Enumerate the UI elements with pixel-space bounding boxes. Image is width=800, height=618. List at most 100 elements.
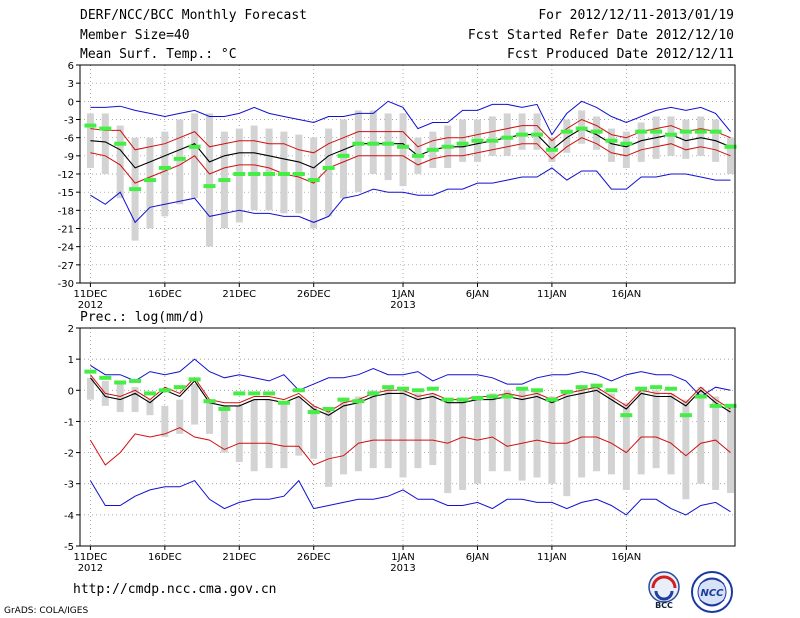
panel1-obs-marker — [605, 138, 618, 143]
panel2-obs-marker — [620, 413, 633, 418]
panel1-obs-marker — [531, 132, 544, 137]
panel2-obs-marker — [456, 397, 469, 402]
panel1-spread-box — [176, 119, 184, 205]
panel1-xtick-label: 16DEC — [148, 289, 182, 300]
panel1-obs-marker — [352, 141, 365, 146]
panel1-year-label: 2012 — [78, 300, 103, 311]
source-url[interactable]: http://cmdp.ncc.cma.gov.cn — [73, 582, 277, 597]
panel2-spread-box — [280, 402, 288, 469]
panel2-xtick-label: 21DEC — [222, 552, 256, 563]
panel2-obs-marker — [277, 400, 290, 405]
bcc-logo: BCC — [648, 571, 680, 610]
panel2-obs-marker — [158, 388, 171, 393]
panel1-spread-box — [533, 113, 541, 150]
panel1-lower-sigma-line — [90, 137, 731, 184]
panel1-ytick-label: -24 — [58, 243, 74, 254]
panel1-obs-marker — [456, 141, 469, 146]
panel1-spread-box — [354, 110, 362, 193]
panel2-mean-line — [89, 377, 731, 416]
panel1-obs-marker — [233, 172, 246, 176]
panel2-spread-box — [727, 405, 735, 494]
panel2-obs-marker — [724, 403, 737, 408]
panel1-obs-marker — [263, 172, 276, 176]
panel2-spread-box — [578, 387, 586, 478]
panel1-ytick-label: -9 — [64, 152, 74, 163]
panel1-spread-box — [607, 128, 615, 162]
panel2-obs-marker — [337, 397, 350, 402]
panel2-spread-box — [488, 393, 496, 472]
panel2-obs-marker — [501, 394, 514, 399]
panel2-spread-box — [206, 399, 214, 434]
panel2-year-label: 2013 — [390, 563, 415, 574]
panel1-obs-marker — [471, 138, 484, 143]
panel1-ytick-label: -30 — [58, 279, 74, 290]
panel1-spread-box — [488, 116, 496, 156]
panel2-obs-marker — [367, 391, 380, 396]
panel2-spread-box — [444, 399, 452, 494]
panel1-obs-marker — [441, 144, 454, 149]
panel1-obs-marker — [486, 138, 499, 143]
panel1-spread-box — [146, 137, 154, 229]
panel2-spread-box — [593, 387, 601, 472]
panel1-spread-box — [339, 119, 347, 199]
panel2-min-line — [89, 479, 731, 516]
panel2-obs-marker — [441, 397, 454, 402]
panel2-spread-box — [667, 393, 675, 475]
panel2-obs-marker — [411, 388, 424, 393]
panel1-obs-marker — [292, 172, 305, 176]
panel1-obs-marker — [635, 129, 648, 134]
panel2-obs-marker — [397, 386, 410, 391]
panel1-ytick-label: 6 — [68, 61, 74, 72]
panel1-obs-marker — [129, 187, 142, 192]
panel2-obs-marker — [635, 386, 648, 391]
panel2-spread-box — [637, 387, 645, 475]
panel1-obs-marker — [426, 147, 439, 152]
panel2-spread-box — [131, 387, 139, 413]
panel2-spread-box — [295, 396, 303, 456]
panel1-obs-marker — [173, 156, 186, 161]
panel1-ytick-label: -21 — [58, 225, 74, 236]
ncc-logo-text: NCC — [700, 588, 724, 599]
panel1-obs-marker — [99, 126, 112, 131]
forecast-period: For 2012/12/11-2013/01/19 — [538, 8, 734, 23]
panel2-spread-box — [265, 399, 273, 469]
panel1-spread-box — [161, 131, 169, 217]
member-size: Member Size=40 — [80, 28, 190, 43]
panel2-spread-box — [652, 390, 660, 469]
panel1-obs-marker — [114, 141, 127, 146]
panel2-xtick-label: 26DEC — [297, 552, 331, 563]
panel2-spread-box — [191, 384, 199, 425]
panel1-obs-marker — [84, 123, 97, 128]
panel2-spread-box — [503, 390, 511, 472]
panel2-obs-marker — [545, 397, 558, 402]
panel2-spread-box — [682, 399, 690, 500]
panel1-obs-marker — [367, 141, 380, 146]
panel2-obs-marker — [233, 391, 246, 396]
panel1-obs-marker — [724, 144, 737, 149]
panel1-xtick-label: 26DEC — [297, 289, 331, 300]
panel2-obs-marker — [248, 391, 261, 396]
panel2-ytick-label: 0 — [68, 386, 74, 397]
panel2-spread-box — [518, 390, 526, 481]
panel1-obs-marker — [650, 129, 663, 134]
bcc-logo-text: BCC — [655, 601, 673, 610]
panel1-spread-box — [325, 128, 333, 217]
panel2-ytick-label: -3 — [64, 480, 74, 491]
panel1-obs-marker — [575, 126, 588, 131]
panel2-spread-box — [116, 384, 124, 413]
panel1-obs-marker — [620, 141, 633, 146]
panel2-obs-marker — [605, 388, 618, 393]
panel1-spread-box — [697, 116, 705, 156]
panel2-obs-marker — [426, 386, 439, 391]
panel1-ytick-label: -18 — [58, 206, 74, 217]
panel2-spread-box — [161, 405, 169, 437]
panel1-obs-marker — [501, 135, 514, 140]
panel2-obs-marker — [531, 388, 544, 393]
panel2-obs-marker — [471, 396, 484, 401]
panel1-spread-box — [101, 113, 109, 174]
panel1-obs-marker — [188, 144, 201, 149]
panel2-obs-marker — [694, 394, 707, 399]
panel1-xtick-label: 16JAN — [611, 289, 641, 300]
panel2-obs-marker — [709, 403, 722, 408]
